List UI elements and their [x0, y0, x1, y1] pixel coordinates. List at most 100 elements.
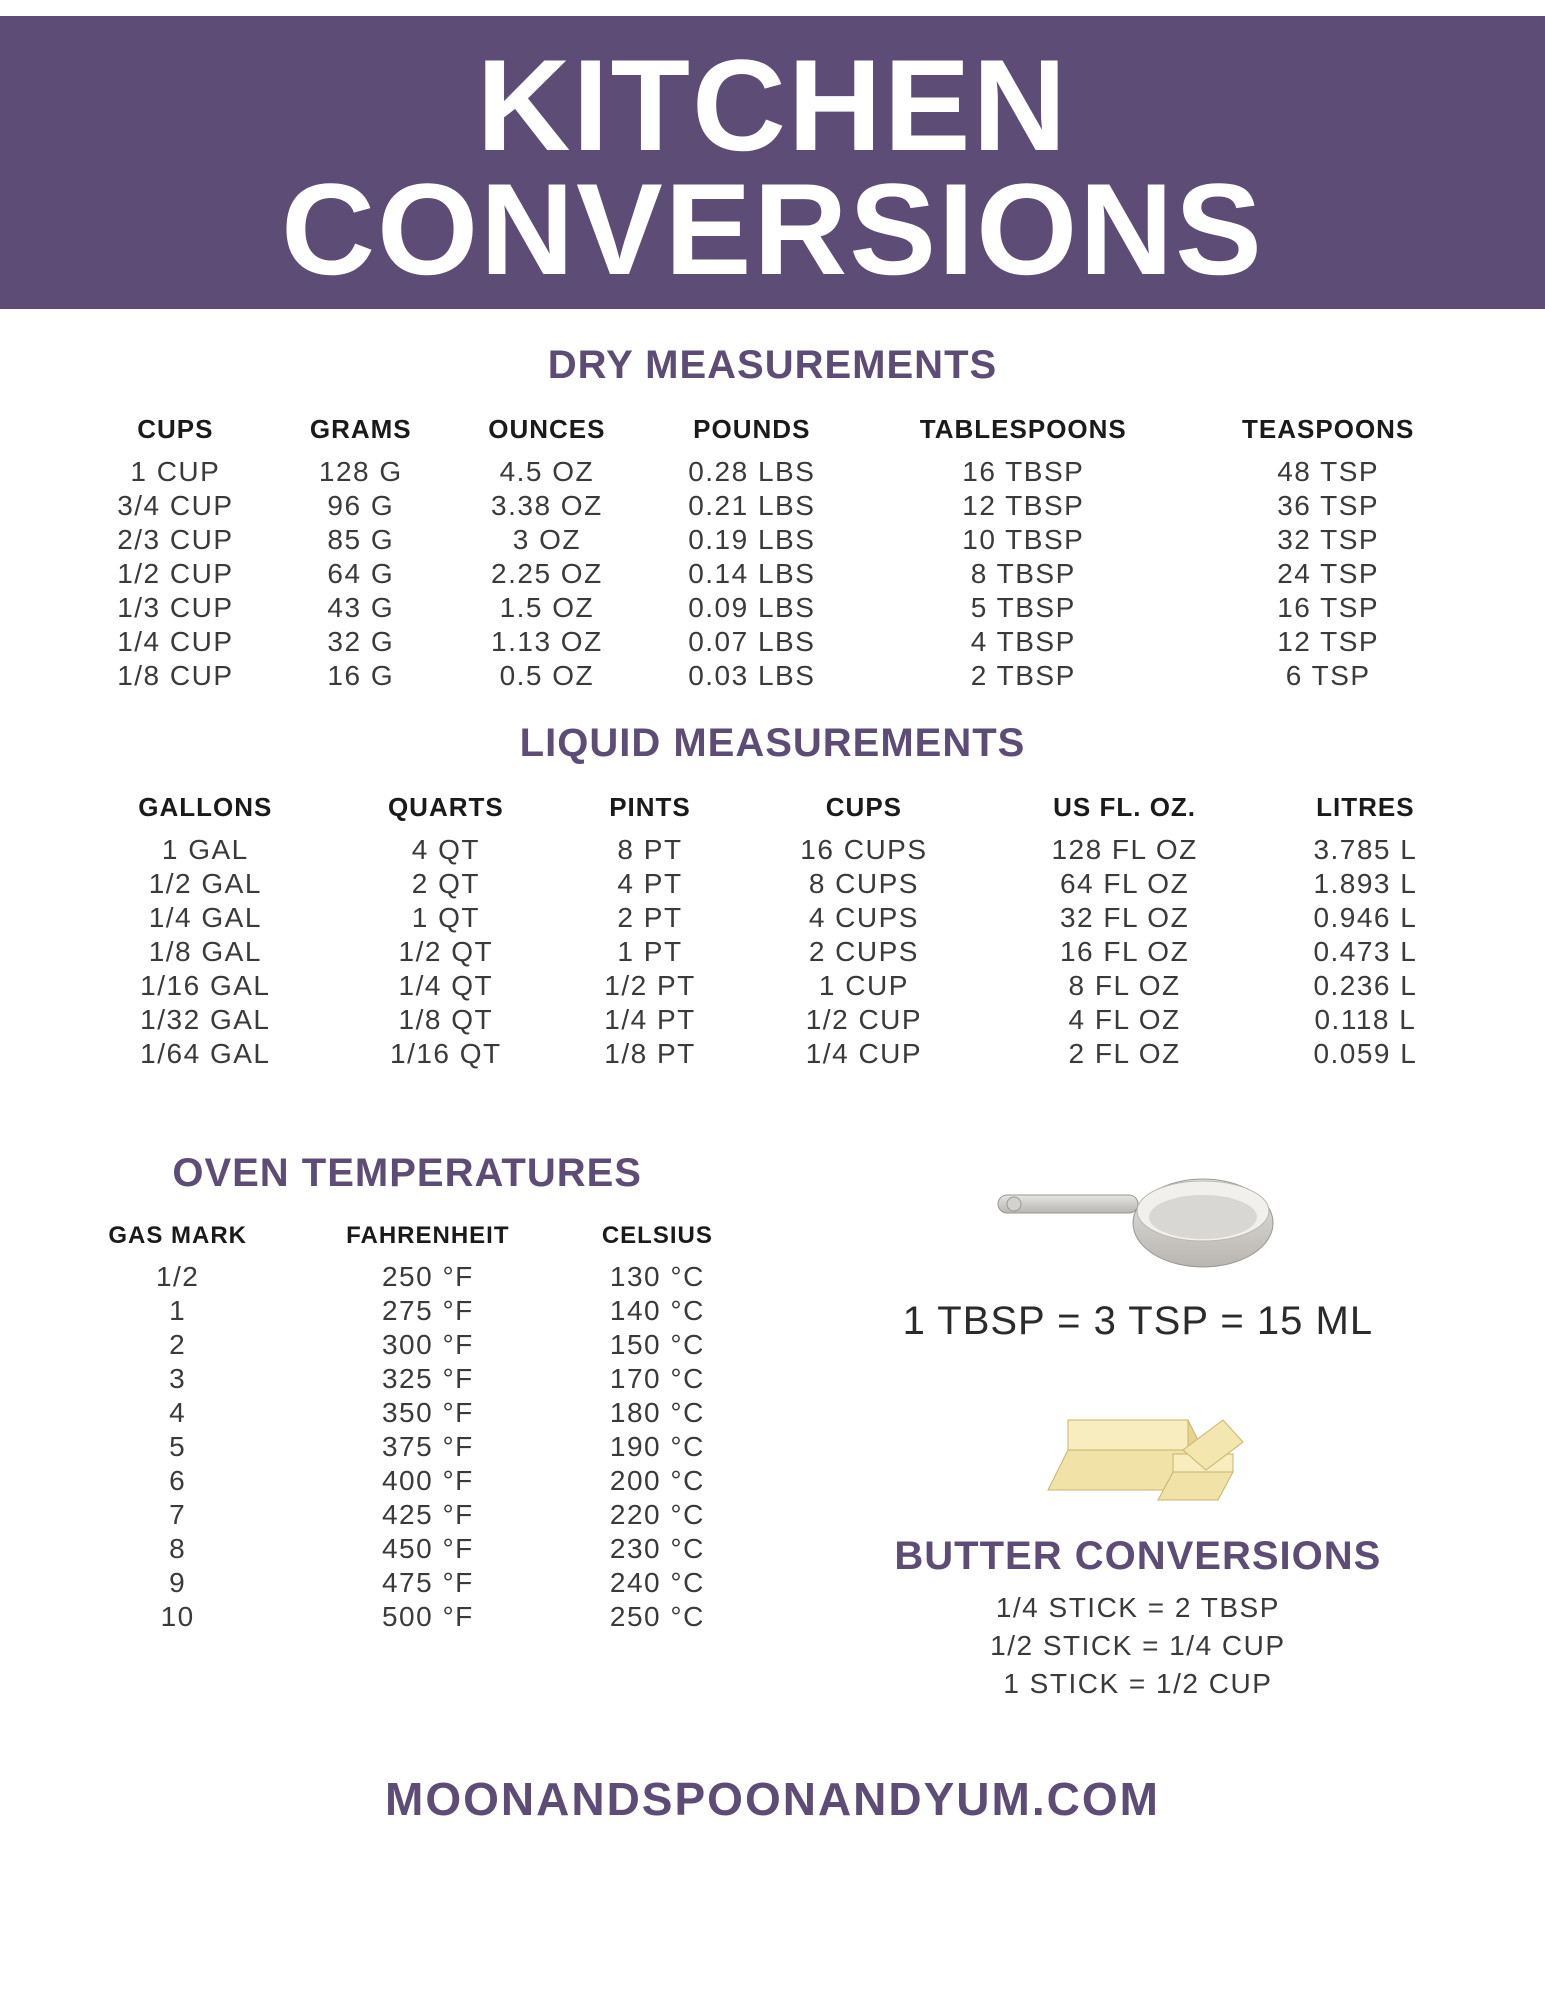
- table-cell: 4.5 OZ: [448, 455, 646, 489]
- table-cell: 0.5 OZ: [448, 659, 646, 693]
- table-cell: 0.236 L: [1263, 969, 1468, 1003]
- table-header: CUPS: [77, 408, 273, 455]
- table-cell: 1/2 QT: [333, 935, 558, 969]
- table-cell: 6: [62, 1464, 294, 1498]
- table-cell: 1 CUP: [742, 969, 986, 1003]
- table-header: OUNCES: [448, 408, 646, 455]
- title-line-2: CONVERSIONS: [281, 156, 1264, 302]
- table-cell: 1/16 QT: [333, 1037, 558, 1071]
- table-cell: 1/3 CUP: [77, 591, 273, 625]
- table-cell: 8 TBSP: [858, 557, 1189, 591]
- table-cell: 0.09 LBS: [646, 591, 858, 625]
- table-cell: 1/4 CUP: [742, 1037, 986, 1071]
- table-cell: 32 G: [273, 625, 448, 659]
- butter-icon: [1008, 1380, 1268, 1520]
- table-row: 9475 °F240 °C: [62, 1566, 753, 1600]
- table-cell: 0.14 LBS: [646, 557, 858, 591]
- table-cell: 1.13 OZ: [448, 625, 646, 659]
- table-cell: 150 °C: [562, 1328, 752, 1362]
- table-header: LITRES: [1263, 786, 1468, 833]
- table-header: CUPS: [742, 786, 986, 833]
- oven-title: OVEN TEMPERATURES: [62, 1151, 753, 1196]
- table-cell: 2 FL OZ: [986, 1037, 1263, 1071]
- table-cell: 1/64 GAL: [77, 1037, 333, 1071]
- table-cell: 16 CUPS: [742, 833, 986, 867]
- table-row: 5375 °F190 °C: [62, 1430, 753, 1464]
- table-cell: 8 FL OZ: [986, 969, 1263, 1003]
- table-row: 6400 °F200 °C: [62, 1464, 753, 1498]
- table-cell: 190 °C: [562, 1430, 752, 1464]
- table-cell: 4 PT: [558, 867, 741, 901]
- table-cell: 4 CUPS: [742, 901, 986, 935]
- table-cell: 3.38 OZ: [448, 489, 646, 523]
- table-row: 1/8 GAL1/2 QT1 PT2 CUPS16 FL OZ0.473 L: [77, 935, 1468, 969]
- table-cell: 1/8 PT: [558, 1037, 741, 1071]
- liquid-table: GALLONSQUARTSPINTSCUPSUS FL. OZ.LITRES1 …: [77, 786, 1468, 1071]
- table-row: 1/32 GAL1/8 QT1/4 PT1/2 CUP4 FL OZ0.118 …: [77, 1003, 1468, 1037]
- table-row: 3/4 CUP96 G3.38 OZ0.21 LBS12 TBSP36 TSP: [77, 489, 1468, 523]
- table-cell: 1.893 L: [1263, 867, 1468, 901]
- table-header: CELSIUS: [562, 1216, 752, 1260]
- title-banner: KITCHEN CONVERSIONS: [0, 16, 1545, 309]
- oven-table: GAS MARKFAHRENHEITCELSIUS1/2250 °F130 °C…: [62, 1216, 753, 1634]
- table-cell: 350 °F: [294, 1396, 563, 1430]
- table-cell: 170 °C: [562, 1362, 752, 1396]
- table-cell: 4 FL OZ: [986, 1003, 1263, 1037]
- table-header: TEASPOONS: [1189, 408, 1468, 455]
- table-cell: 1/32 GAL: [77, 1003, 333, 1037]
- table-row: 1/4 GAL1 QT2 PT4 CUPS32 FL OZ0.946 L: [77, 901, 1468, 935]
- table-cell: 1/2 CUP: [77, 557, 273, 591]
- table-header: QUARTS: [333, 786, 558, 833]
- table-cell: 32 FL OZ: [986, 901, 1263, 935]
- table-cell: 8 PT: [558, 833, 741, 867]
- table-header: GRAMS: [273, 408, 448, 455]
- table-cell: 4: [62, 1396, 294, 1430]
- table-cell: 1 QT: [333, 901, 558, 935]
- table-cell: 0.946 L: [1263, 901, 1468, 935]
- table-cell: 16 TSP: [1189, 591, 1468, 625]
- table-cell: 475 °F: [294, 1566, 563, 1600]
- table-cell: 2.25 OZ: [448, 557, 646, 591]
- oven-section: OVEN TEMPERATURES GAS MARKFAHRENHEITCELS…: [62, 1151, 753, 1702]
- table-row: 8450 °F230 °C: [62, 1532, 753, 1566]
- liquid-title: LIQUID MEASUREMENTS: [0, 721, 1545, 766]
- butter-line: 1/2 STICK = 1/4 CUP: [793, 1627, 1484, 1665]
- table-cell: 12 TSP: [1189, 625, 1468, 659]
- table-header: US FL. OZ.: [986, 786, 1263, 833]
- table-cell: 7: [62, 1498, 294, 1532]
- table-cell: 128 FL OZ: [986, 833, 1263, 867]
- table-cell: 180 °C: [562, 1396, 752, 1430]
- table-row: 4350 °F180 °C: [62, 1396, 753, 1430]
- table-cell: 0.03 LBS: [646, 659, 858, 693]
- table-row: 1/64 GAL1/16 QT1/8 PT1/4 CUP2 FL OZ0.059…: [77, 1037, 1468, 1071]
- butter-line: 1 STICK = 1/2 CUP: [793, 1665, 1484, 1703]
- table-cell: 1 GAL: [77, 833, 333, 867]
- table-cell: 2: [62, 1328, 294, 1362]
- table-cell: 375 °F: [294, 1430, 563, 1464]
- table-cell: 0.07 LBS: [646, 625, 858, 659]
- table-cell: 1 PT: [558, 935, 741, 969]
- measuring-spoon-icon: [988, 1161, 1288, 1281]
- dry-title: DRY MEASUREMENTS: [0, 343, 1545, 388]
- table-cell: 500 °F: [294, 1600, 563, 1634]
- table-cell: 64 G: [273, 557, 448, 591]
- table-cell: 10: [62, 1600, 294, 1634]
- table-row: 1275 °F140 °C: [62, 1294, 753, 1328]
- table-cell: 10 TBSP: [858, 523, 1189, 557]
- table-header: GAS MARK: [62, 1216, 294, 1260]
- table-cell: 4 QT: [333, 833, 558, 867]
- table-cell: 1/2 CUP: [742, 1003, 986, 1037]
- table-cell: 3 OZ: [448, 523, 646, 557]
- dry-table: CUPSGRAMSOUNCESPOUNDSTABLESPOONSTEASPOON…: [77, 408, 1468, 693]
- table-row: 1/3 CUP43 G1.5 OZ0.09 LBS5 TBSP16 TSP: [77, 591, 1468, 625]
- table-cell: 2 QT: [333, 867, 558, 901]
- table-cell: 250 °C: [562, 1600, 752, 1634]
- table-cell: 2 TBSP: [858, 659, 1189, 693]
- table-cell: 48 TSP: [1189, 455, 1468, 489]
- table-cell: 36 TSP: [1189, 489, 1468, 523]
- table-cell: 85 G: [273, 523, 448, 557]
- table-row: 1/16 GAL1/4 QT1/2 PT1 CUP8 FL OZ0.236 L: [77, 969, 1468, 1003]
- table-cell: 200 °C: [562, 1464, 752, 1498]
- table-header: GALLONS: [77, 786, 333, 833]
- table-cell: 8 CUPS: [742, 867, 986, 901]
